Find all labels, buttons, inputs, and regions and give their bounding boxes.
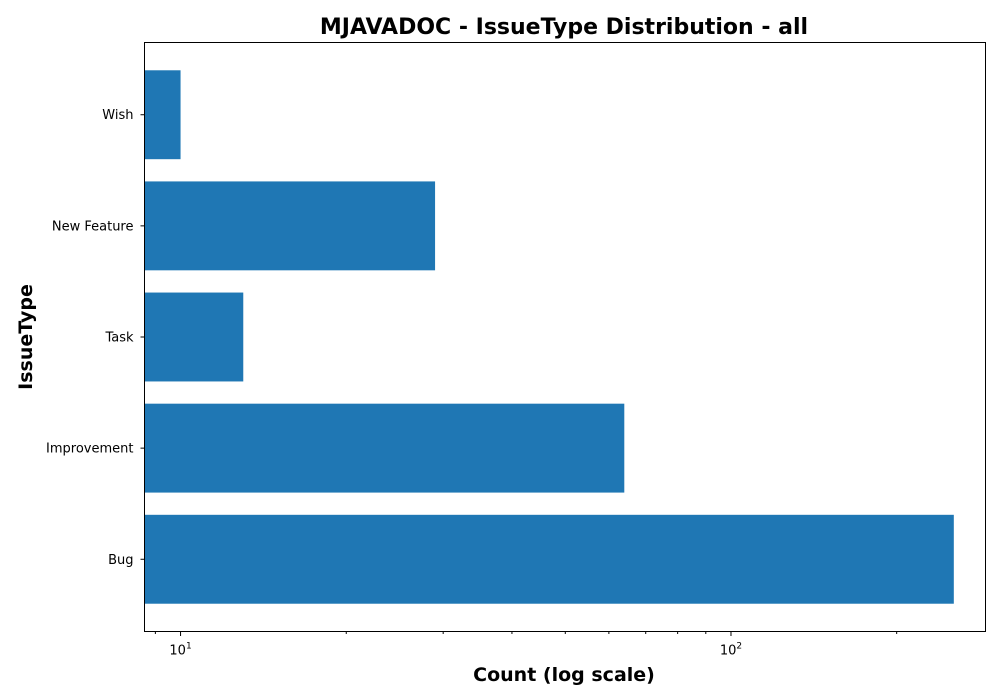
y-axis-label: IssueType (15, 284, 37, 390)
y-axis-ticks: Wish New Feature Task Improvement Bug (46, 108, 145, 568)
ytick-label-bug: Bug (108, 553, 133, 568)
bar-bug (144, 514, 954, 604)
chart-title: MJAVADOC - IssueType Distribution - all (320, 15, 808, 40)
xtick-label-100: 102 (720, 642, 742, 659)
x-axis-ticks: 101 102 (154, 631, 898, 659)
ytick-label-wish: Wish (102, 108, 133, 123)
bar-improvement (144, 403, 625, 493)
ytick-label-improvement: Improvement (46, 442, 133, 457)
bar-wish (144, 70, 181, 160)
xtick-label-10: 101 (169, 642, 191, 659)
ytick-label-task: Task (104, 331, 134, 346)
x-axis-label: Count (log scale) (473, 664, 655, 686)
bar-new-feature (144, 181, 436, 271)
plot-frame (144, 42, 986, 632)
bar-task (144, 292, 244, 382)
bars-group (144, 70, 954, 604)
ytick-label-new-feature: New Feature (52, 219, 134, 234)
